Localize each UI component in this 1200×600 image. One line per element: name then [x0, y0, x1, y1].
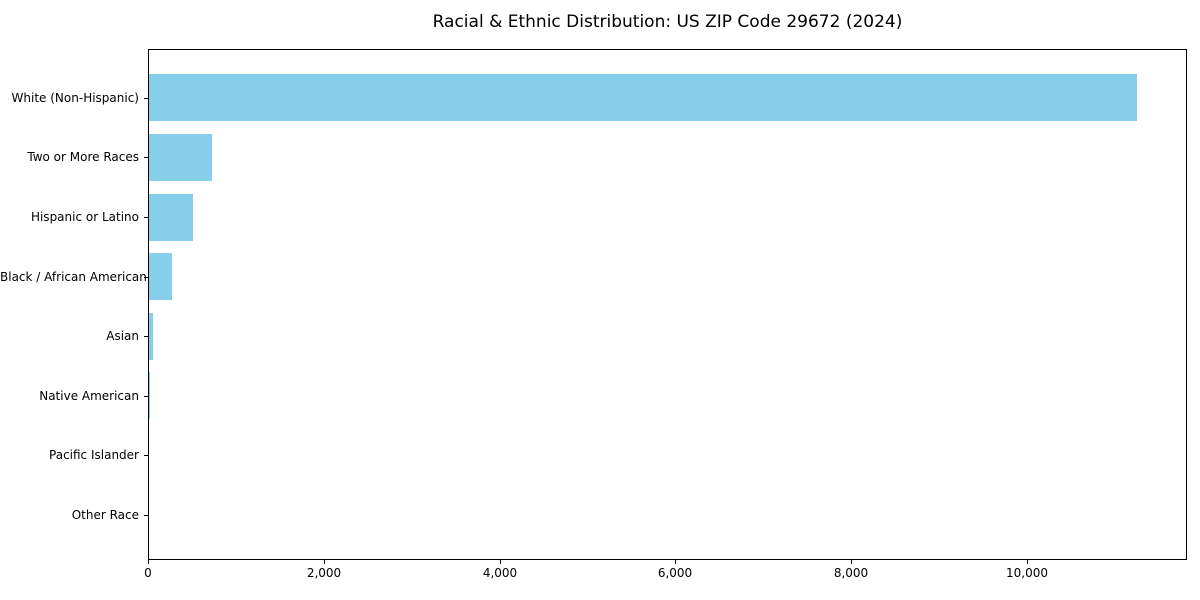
y-tick	[144, 395, 148, 397]
y-tick	[144, 515, 148, 516]
x-tick-label: 8,000	[833, 566, 869, 580]
chart-title: Racial & Ethnic Distribution: US ZIP Cod…	[432, 12, 903, 32]
plot-area	[148, 49, 1187, 560]
x-tick	[851, 560, 852, 564]
y-axis-label: Hispanic or Latino	[30, 210, 139, 224]
bar	[149, 372, 150, 420]
bar	[149, 193, 193, 241]
y-tick	[144, 217, 148, 218]
x-tick-label: 6,000	[657, 566, 693, 580]
y-axis-label: Asian	[106, 329, 139, 344]
y-axis-label: White (Non-Hispanic)	[11, 90, 139, 105]
x-tick	[1027, 560, 1028, 564]
y-tick	[144, 455, 148, 457]
y-axis-label: Other Race	[71, 508, 139, 522]
y-tick	[144, 97, 148, 99]
y-tick	[144, 157, 148, 159]
x-tick-label: 10,000	[1006, 566, 1048, 580]
x-tick-label: 4,000	[482, 566, 518, 580]
x-tick-label: 0	[144, 566, 152, 580]
y-axis-label: Native American	[39, 388, 139, 403]
y-axis-label: Black / African American	[0, 269, 147, 284]
y-tick	[144, 336, 148, 338]
x-tick-label: 2,000	[306, 566, 342, 580]
bar	[149, 312, 153, 360]
bar	[149, 133, 212, 181]
y-tick	[144, 276, 148, 278]
bar	[149, 253, 172, 301]
y-axis-label: Two or More Races	[27, 150, 139, 165]
x-tick	[148, 560, 149, 564]
x-tick	[675, 560, 676, 564]
y-axis-label: Pacific Islander	[49, 448, 139, 463]
x-tick	[324, 560, 325, 564]
bar	[149, 74, 1137, 122]
x-tick	[500, 560, 501, 564]
